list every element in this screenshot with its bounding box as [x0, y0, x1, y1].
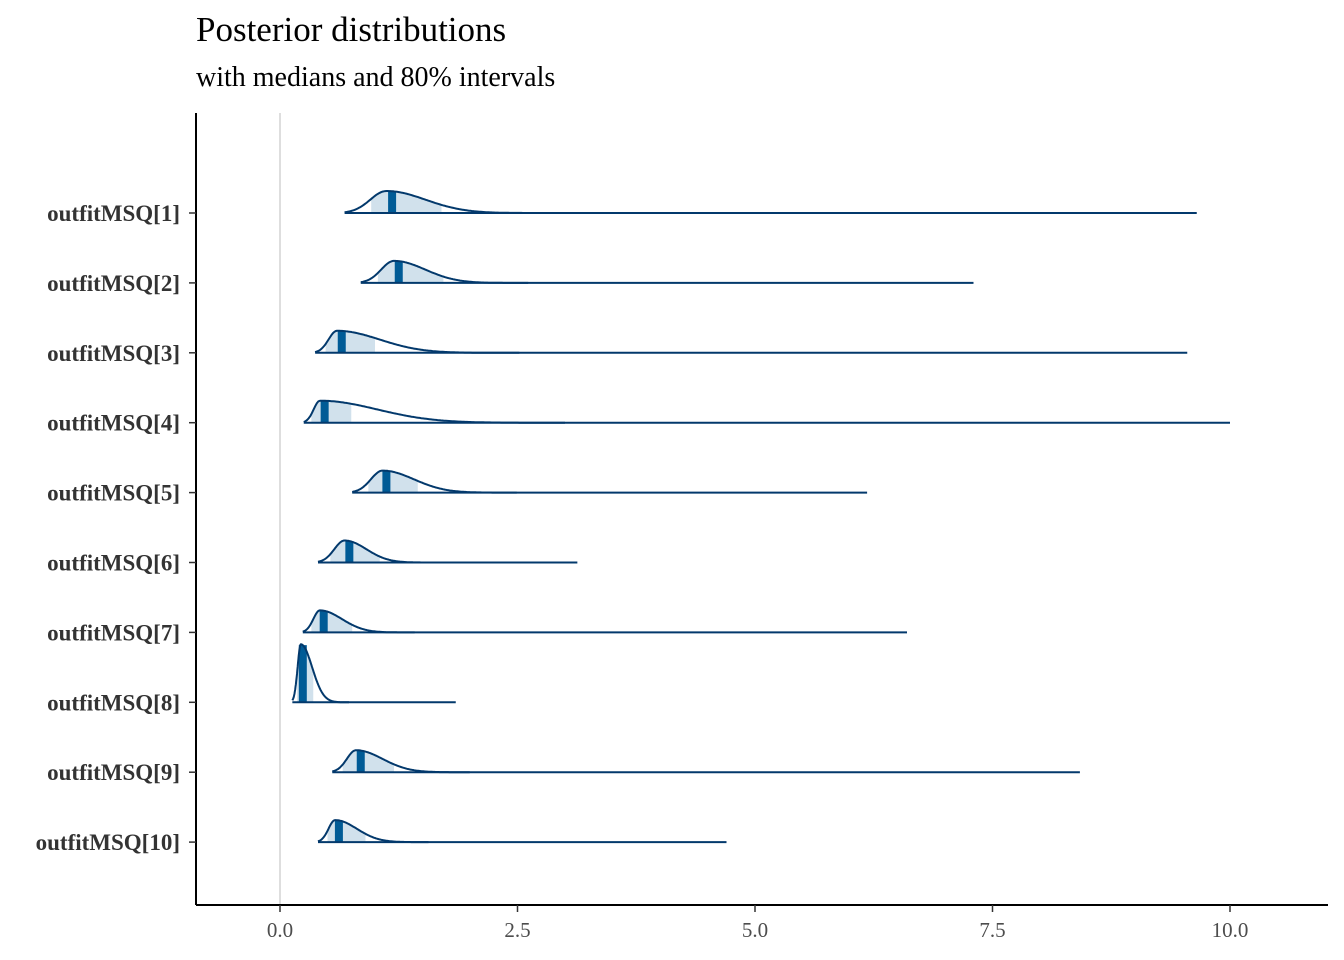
ridge-series — [302, 609, 907, 634]
y-tick-label: outfitMSQ[5] — [47, 481, 180, 506]
ridge-series — [360, 259, 974, 284]
ridge-series — [291, 643, 456, 704]
ridge-series — [303, 399, 1230, 424]
y-tick-label: outfitMSQ[8] — [47, 690, 180, 715]
y-tick-label: outfitMSQ[1] — [47, 201, 180, 226]
chart-subtitle: with medians and 80% intervals — [196, 62, 556, 93]
median-marker — [382, 470, 391, 493]
y-axis-labels: outfitMSQ[1] outfitMSQ[2] outfitMSQ[3] outf… — [36, 201, 196, 855]
y-tick-label: outfitMSQ[7] — [47, 620, 180, 645]
median-marker — [298, 645, 307, 703]
median-marker — [334, 820, 343, 843]
median-marker — [394, 261, 403, 283]
x-tick-label: 7.5 — [979, 918, 1005, 942]
y-tick-label: outfitMSQ[9] — [47, 760, 180, 785]
median-marker — [356, 750, 365, 773]
median-marker — [320, 400, 329, 423]
y-tick-label: outfitMSQ[6] — [47, 551, 180, 576]
ridge-series — [317, 819, 727, 844]
median-marker — [345, 541, 354, 563]
x-axis-ticks: 0.0 2.5 5.0 7.5 10.0 — [267, 905, 1249, 942]
interval-area — [330, 540, 380, 563]
median-marker — [319, 610, 328, 633]
y-tick-label: outfitMSQ[10] — [36, 830, 180, 855]
ridges-layer — [291, 190, 1230, 844]
x-tick-label: 5.0 — [742, 918, 768, 942]
median-marker — [337, 330, 346, 353]
ridge-series — [331, 749, 1080, 774]
ridge-series — [314, 329, 1188, 354]
x-tick-label: 2.5 — [504, 918, 530, 942]
ridge-series — [344, 190, 1197, 214]
y-tick-label: outfitMSQ[2] — [47, 271, 180, 296]
x-tick-label: 10.0 — [1212, 918, 1249, 942]
x-tick-label: 0.0 — [267, 918, 293, 942]
y-tick-label: outfitMSQ[4] — [47, 411, 180, 436]
ridge-series — [317, 539, 578, 564]
interval-area — [342, 750, 394, 773]
interval-area — [377, 260, 444, 283]
chart-title: Posterior distributions — [196, 10, 507, 49]
ridge-series — [352, 469, 868, 494]
y-tick-label: outfitMSQ[3] — [47, 341, 180, 366]
median-marker — [388, 191, 397, 213]
